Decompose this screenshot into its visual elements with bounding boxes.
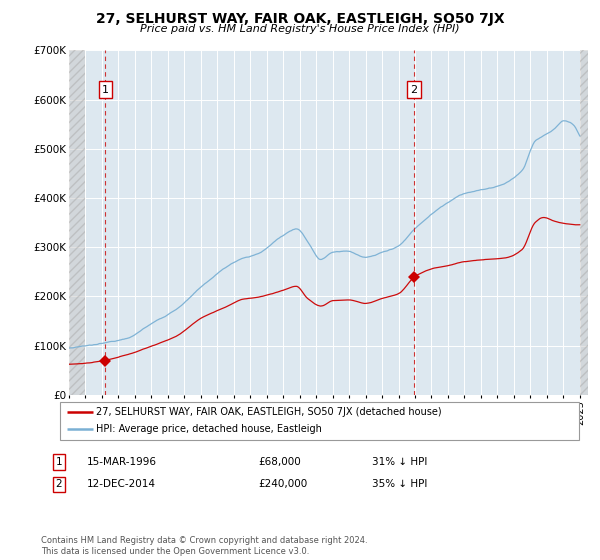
Text: 2: 2 bbox=[55, 479, 62, 489]
Text: 27, SELHURST WAY, FAIR OAK, EASTLEIGH, SO50 7JX: 27, SELHURST WAY, FAIR OAK, EASTLEIGH, S… bbox=[95, 12, 505, 26]
Bar bbox=[580, 50, 596, 395]
Text: 1: 1 bbox=[102, 85, 109, 95]
Text: Contains HM Land Registry data © Crown copyright and database right 2024.
This d: Contains HM Land Registry data © Crown c… bbox=[41, 536, 367, 556]
Text: £68,000: £68,000 bbox=[258, 457, 301, 467]
Text: Price paid vs. HM Land Registry's House Price Index (HPI): Price paid vs. HM Land Registry's House … bbox=[140, 24, 460, 34]
Text: 2: 2 bbox=[410, 85, 418, 95]
Text: HPI: Average price, detached house, Eastleigh: HPI: Average price, detached house, East… bbox=[96, 424, 322, 434]
Text: 12-DEC-2014: 12-DEC-2014 bbox=[87, 479, 156, 489]
Text: 35% ↓ HPI: 35% ↓ HPI bbox=[372, 479, 427, 489]
Text: £240,000: £240,000 bbox=[258, 479, 307, 489]
Text: 1: 1 bbox=[55, 457, 62, 467]
Text: 31% ↓ HPI: 31% ↓ HPI bbox=[372, 457, 427, 467]
Text: 15-MAR-1996: 15-MAR-1996 bbox=[87, 457, 157, 467]
Bar bbox=[69, 50, 85, 395]
Text: 27, SELHURST WAY, FAIR OAK, EASTLEIGH, SO50 7JX (detached house): 27, SELHURST WAY, FAIR OAK, EASTLEIGH, S… bbox=[96, 407, 442, 417]
